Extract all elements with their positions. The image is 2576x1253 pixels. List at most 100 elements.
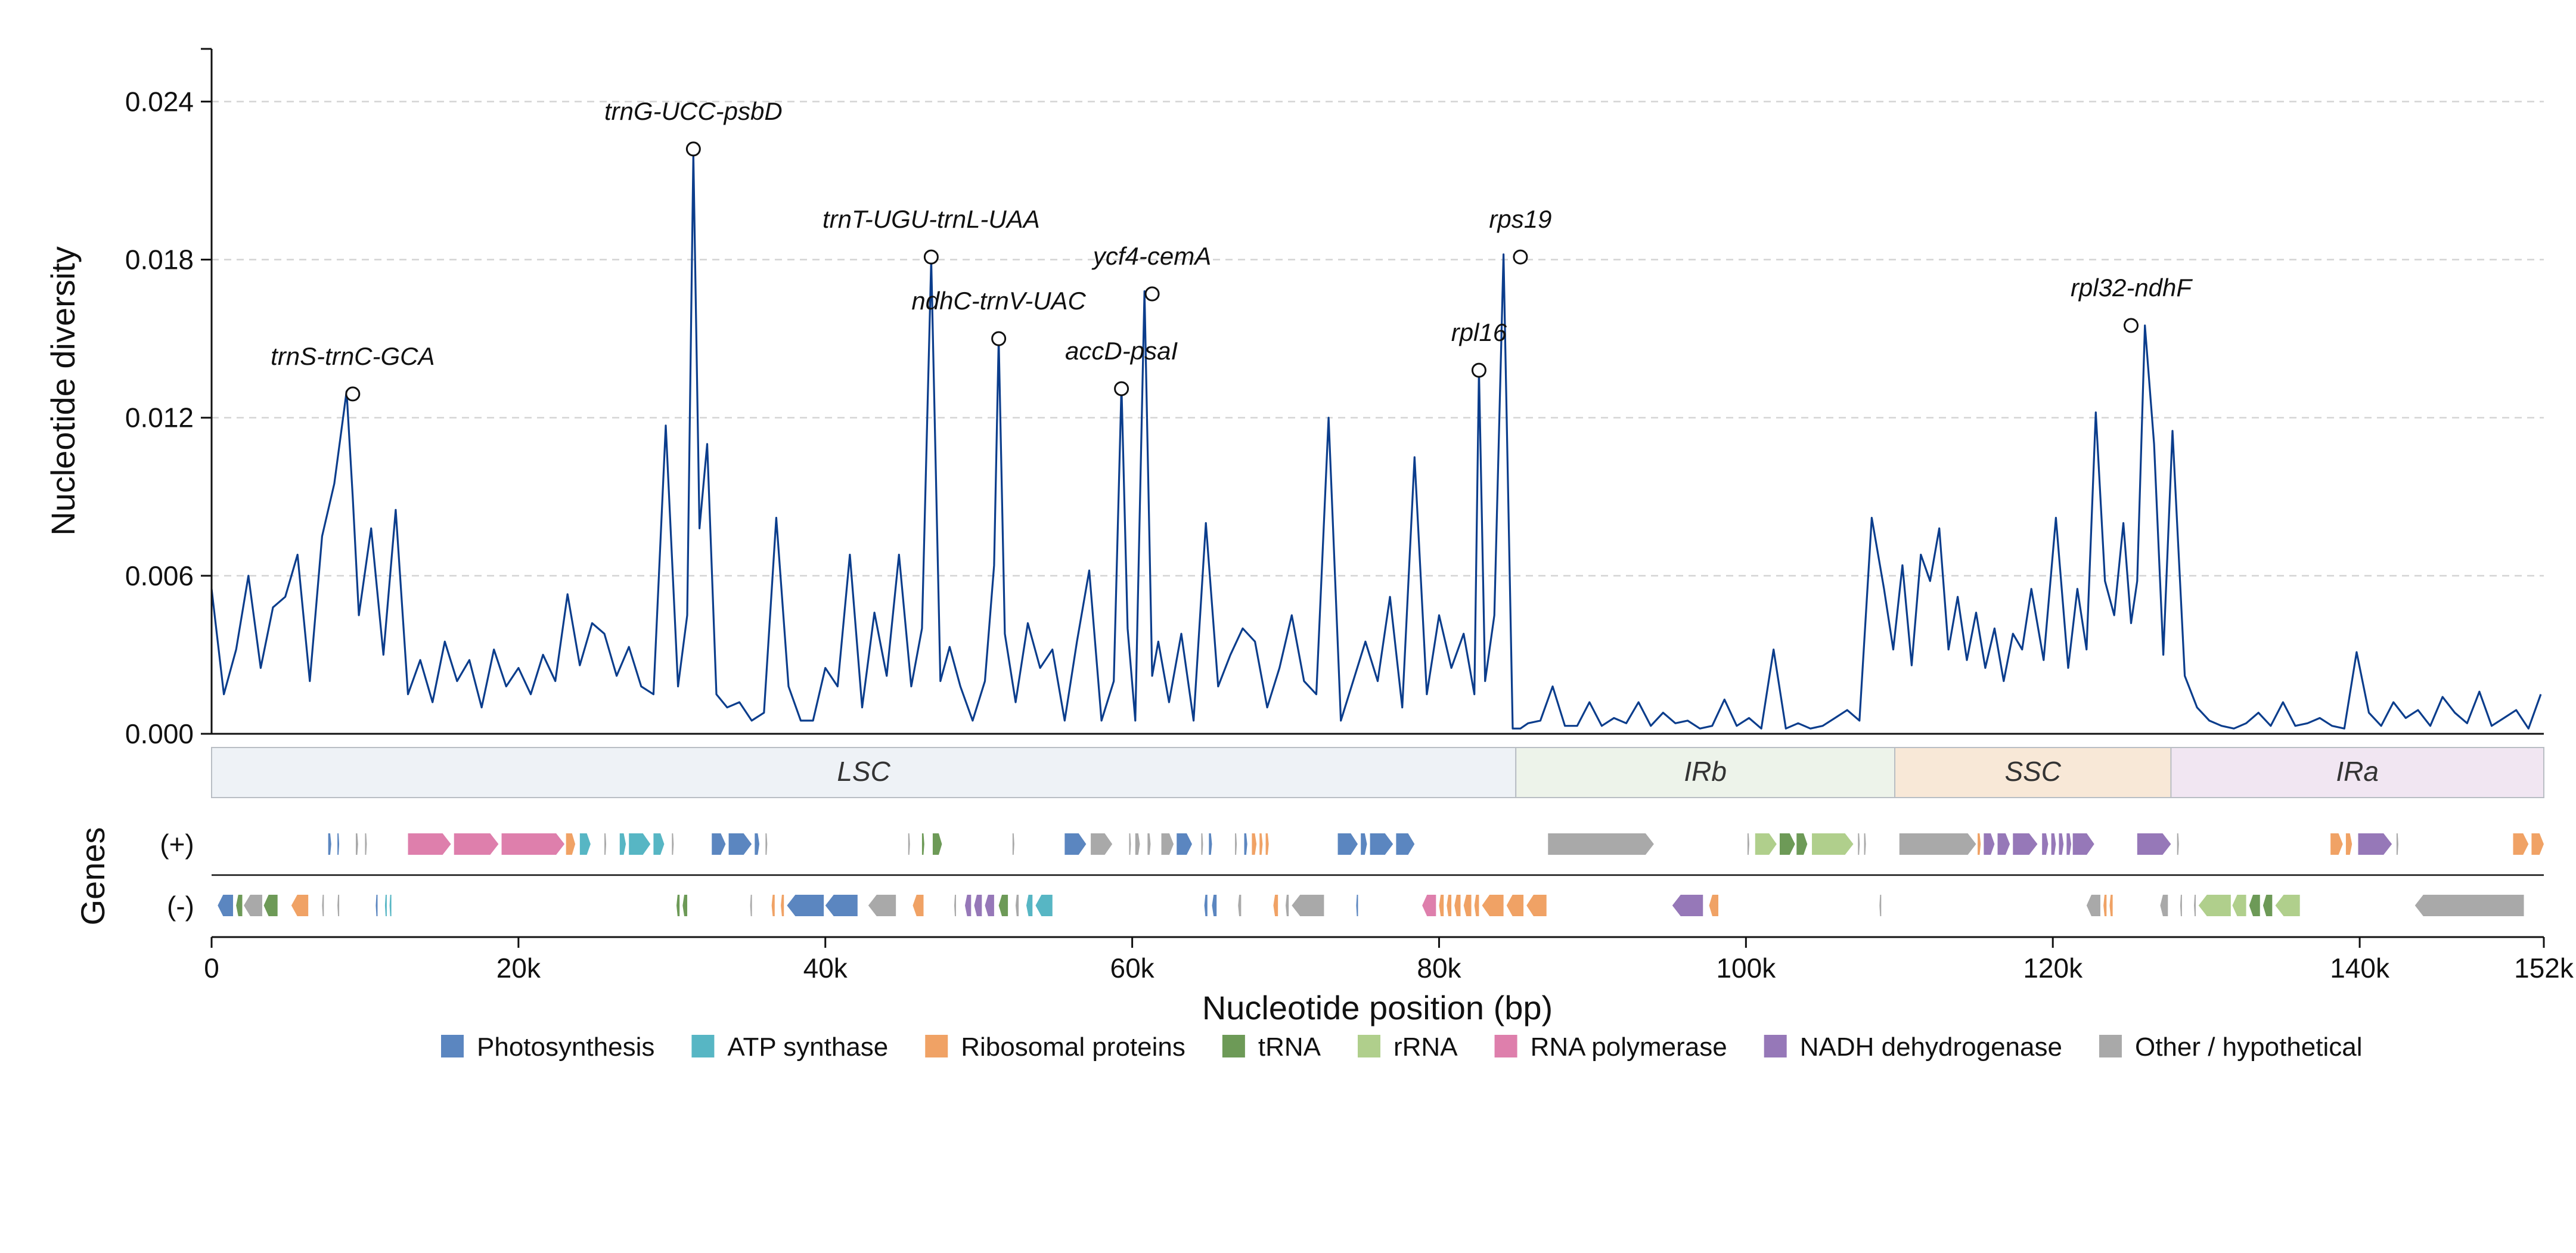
gene-plus [1779, 833, 1795, 855]
gene-minus [2103, 895, 2107, 916]
gene-plus [604, 833, 607, 855]
peak-label: trnG-UCC-psbD [604, 97, 783, 125]
peak-label: trnT-UGU-trnL-UAA [823, 205, 1040, 233]
strand-label-minus: (-) [167, 891, 194, 922]
gene-minus [1879, 895, 1882, 916]
gene-minus [1026, 895, 1033, 916]
gene-plus [2531, 833, 2544, 855]
peak-marker [991, 331, 1007, 346]
gene-tracks [218, 833, 2544, 916]
gene-plus [2051, 833, 2056, 855]
gene-plus [1235, 833, 1237, 855]
x-tick-label: 152k [2514, 953, 2574, 984]
gene-minus [998, 895, 1008, 916]
peak-marker [1471, 362, 1486, 378]
gene-plus [1858, 833, 1860, 855]
gene-minus [1422, 895, 1436, 916]
y-tick-label: 0.000 [125, 718, 194, 749]
gene-minus [384, 895, 387, 916]
genome-regions-bar: LSC IRb SSC IRa [211, 747, 2544, 798]
gene-minus [974, 895, 982, 916]
gene-plus [1244, 833, 1247, 855]
gene-plus [1177, 833, 1193, 855]
gene-minus [676, 895, 680, 916]
gene-minus [2262, 895, 2273, 916]
gene-plus [921, 833, 924, 855]
region-label: SSC [2004, 756, 2061, 787]
gene-minus [1286, 895, 1289, 916]
gene-plus [337, 833, 340, 855]
gene-plus [1129, 833, 1131, 855]
legend-label: NADH dehydrogenase [1800, 1032, 2062, 1062]
gene-plus [755, 833, 760, 855]
gene-minus [1015, 895, 1019, 916]
x-tick-label: 0 [204, 953, 219, 984]
y-tick-label: 0.012 [125, 402, 194, 433]
gene-minus [965, 895, 972, 916]
gene-plus [1899, 833, 1976, 855]
gene-plus [2396, 833, 2398, 855]
gene-plus [2137, 833, 2171, 855]
gene-minus [1292, 895, 1324, 916]
peak-label: rps19 [1489, 205, 1551, 233]
gene-plus [1796, 833, 1808, 855]
gene-plus [328, 833, 331, 855]
x-tick-label: 140k [2330, 953, 2390, 984]
gene-minus [1238, 895, 1242, 916]
gene-plus [408, 833, 451, 855]
x-tick-label: 80k [1417, 953, 1461, 984]
gene-minus [954, 895, 956, 916]
strand-label-plus: (+) [160, 829, 194, 860]
gene-minus [750, 895, 752, 916]
legend-swatch [1222, 1035, 1245, 1057]
gene-plus [1747, 833, 1749, 855]
peak-marker [685, 141, 701, 157]
gene-plus [355, 833, 358, 855]
gene-plus [1091, 833, 1113, 855]
gene-plus [2358, 833, 2392, 855]
gene-plus [672, 833, 674, 855]
legend-swatch [1494, 1035, 1517, 1057]
gene-plus [2072, 833, 2094, 855]
peak-label: rpl32-ndhF [2071, 274, 2193, 302]
y-gridlines [212, 101, 2544, 577]
gene-plus [1396, 833, 1415, 855]
gene-plus [1265, 833, 1269, 855]
legend-swatch [1358, 1035, 1380, 1057]
legend-swatch [441, 1035, 464, 1057]
peak-label: rpl16 [1451, 318, 1507, 346]
gene-minus [322, 895, 324, 916]
gene-minus [1035, 895, 1053, 916]
gene-minus [1526, 895, 1547, 916]
gene-plus [2042, 833, 2049, 855]
gene-minus [2414, 895, 2524, 916]
gene-plus [1064, 833, 1087, 855]
region-block [2170, 747, 2544, 798]
gene-minus [389, 895, 392, 916]
gene-minus [2086, 895, 2101, 916]
x-tick-label: 120k [2023, 953, 2083, 984]
gene-plus [653, 833, 665, 855]
gene-minus [913, 895, 924, 916]
gene-minus [236, 895, 243, 916]
axes [210, 49, 2544, 938]
gene-plus [728, 833, 752, 855]
gene-plus [2177, 833, 2179, 855]
gene-minus [1439, 895, 1444, 916]
gene-minus [868, 895, 896, 916]
gene-plus [1997, 833, 2010, 855]
gene-plus [579, 833, 591, 855]
y-tick-label: 0.018 [125, 244, 194, 275]
gene-plus [2513, 833, 2529, 855]
gene-minus [337, 895, 340, 916]
gene-minus [1474, 895, 1479, 916]
gene-minus [1273, 895, 1278, 916]
peak-marker [1144, 286, 1160, 302]
gene-plus [1548, 833, 1654, 855]
gene-minus [2198, 895, 2231, 916]
gene-plus [2330, 833, 2343, 855]
peak-marker [1513, 249, 1528, 265]
gene-plus [1209, 833, 1212, 855]
y-tick-label: 0.006 [125, 560, 194, 591]
